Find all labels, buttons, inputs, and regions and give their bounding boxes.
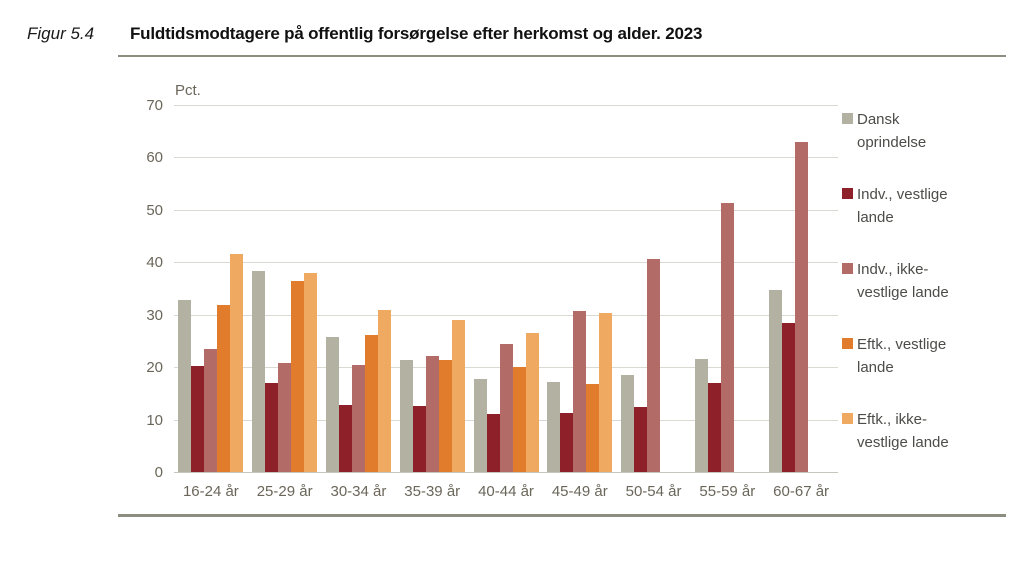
x-tick-label: 50-54 år (625, 483, 682, 500)
y-tick-label: 30 (146, 306, 163, 324)
legend-swatch (842, 188, 853, 199)
y-tick-label: 70 (146, 97, 163, 114)
bar (525, 332, 539, 472)
legend-swatch (842, 338, 853, 349)
bar (204, 348, 218, 472)
bar (217, 305, 231, 472)
legend-label: Eftk., ikke-vestlige lande (857, 411, 949, 451)
bar (634, 406, 648, 472)
figure-title: Fuldtidsmodtagere på offentlig forsørgel… (130, 24, 703, 43)
gridline (174, 209, 838, 211)
gridline (174, 314, 838, 316)
x-tick-label: 40-44 år (478, 483, 534, 500)
bar (768, 289, 782, 472)
legend-label: Dansk oprindelse (857, 111, 927, 151)
y-tick-label: 50 (146, 201, 163, 219)
bar (621, 375, 635, 472)
bar (252, 270, 266, 472)
y-tick-label: 60 (146, 149, 163, 167)
title-rule (118, 55, 1006, 57)
y-tick-label: 20 (146, 359, 163, 377)
gridline (174, 105, 838, 106)
bar (304, 272, 318, 472)
bar (412, 406, 426, 472)
x-tick-label: 35-39 år (404, 483, 461, 500)
bar (178, 299, 192, 472)
bar (499, 343, 513, 472)
bar (694, 359, 708, 472)
bar (291, 280, 305, 472)
bar (647, 259, 661, 472)
bar (547, 381, 561, 472)
bottom-rule (118, 514, 1006, 517)
bar (325, 336, 339, 472)
figure-label: Figur 5.4 (27, 24, 95, 43)
x-tick-label: 45-49 år (551, 483, 608, 500)
bar (794, 142, 808, 472)
x-tick-label: 16-24 år (182, 483, 239, 500)
legend-swatch (842, 113, 853, 124)
x-tick-label: 25-29 år (256, 483, 313, 500)
bar (573, 310, 587, 472)
x-tick-label: 55-59 år (699, 483, 756, 500)
bar (720, 203, 734, 472)
bar (425, 356, 439, 472)
bar (338, 405, 352, 472)
y-axis-unit-label: Pct. (175, 82, 201, 99)
legend-label: Eftk., vestlige lande (857, 336, 947, 376)
bar (781, 323, 795, 472)
gridline (174, 262, 838, 264)
y-tick-label: 0 (154, 464, 163, 481)
bar (399, 359, 413, 472)
gridline (174, 157, 838, 159)
bar (473, 379, 487, 472)
bar (191, 366, 205, 472)
bar (351, 364, 365, 472)
bar (707, 383, 721, 472)
legend-label: Indv., ikke-vestlige lande (857, 261, 949, 301)
legend-swatch (842, 413, 853, 424)
bar (512, 366, 526, 472)
bar (364, 335, 378, 472)
bar (451, 320, 465, 472)
bar (486, 414, 500, 472)
x-tick-label: 30-34 år (330, 483, 387, 500)
bar (599, 313, 613, 472)
bar (230, 254, 244, 472)
bar (586, 383, 600, 472)
bar (560, 412, 574, 472)
bar (278, 362, 292, 472)
bar (377, 309, 391, 472)
bar (438, 359, 452, 472)
y-tick-label: 10 (146, 411, 163, 429)
legend-label: Indv., vestlige lande (857, 186, 948, 226)
x-tick-label: 60-67 år (773, 483, 830, 500)
y-tick-label: 40 (146, 254, 163, 272)
gridline (174, 472, 838, 473)
bar (265, 383, 279, 472)
legend-swatch (842, 263, 853, 274)
